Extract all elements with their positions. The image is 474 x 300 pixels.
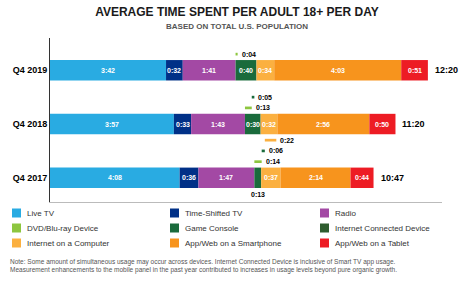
svg-text:1:41: 1:41 (202, 67, 216, 74)
svg-text:0:44: 0:44 (355, 174, 369, 181)
svg-text:0:32: 0:32 (262, 121, 276, 128)
svg-text:Note: Some amount of simultane: Note: Some amount of simultaneous usage … (10, 258, 397, 274)
svg-text:2:56: 2:56 (316, 121, 330, 128)
svg-text:0:05: 0:05 (258, 94, 272, 101)
svg-text:12:20: 12:20 (435, 65, 458, 75)
svg-text:Q4 2017: Q4 2017 (13, 173, 48, 183)
svg-text:10:47: 10:47 (381, 173, 404, 183)
svg-text:1:47: 1:47 (219, 174, 233, 181)
svg-text:0:33: 0:33 (176, 121, 190, 128)
svg-text:3:57: 3:57 (105, 121, 119, 128)
svg-text:Radio: Radio (335, 209, 356, 218)
svg-text:4:08: 4:08 (108, 174, 122, 181)
svg-text:11:20: 11:20 (402, 119, 425, 129)
svg-text:App/Web on a Tablet: App/Web on a Tablet (335, 239, 410, 248)
svg-text:0:40: 0:40 (239, 67, 253, 74)
svg-text:0:37: 0:37 (264, 174, 278, 181)
svg-text:BASED ON TOTAL U.S. POPULATION: BASED ON TOTAL U.S. POPULATION (166, 22, 308, 31)
svg-text:4:03: 4:03 (331, 67, 345, 74)
svg-text:Game Console: Game Console (185, 224, 239, 233)
svg-text:0:30: 0:30 (246, 121, 260, 128)
svg-text:0:06: 0:06 (269, 147, 283, 154)
svg-text:3:42: 3:42 (101, 67, 115, 74)
svg-text:0:50: 0:50 (375, 121, 389, 128)
svg-text:App/Web on a Smartphone: App/Web on a Smartphone (185, 239, 282, 248)
svg-text:Live TV: Live TV (27, 209, 55, 218)
svg-text:0:14: 0:14 (266, 158, 280, 165)
svg-text:0:13: 0:13 (256, 104, 270, 111)
svg-text:2:14: 2:14 (309, 174, 323, 181)
svg-text:Time-Shifted TV: Time-Shifted TV (185, 209, 243, 218)
svg-text:Internet on a Computer: Internet on a Computer (27, 239, 110, 248)
svg-text:Internet Connected Device: Internet Connected Device (335, 224, 430, 233)
svg-text:0:34: 0:34 (258, 67, 272, 74)
svg-text:AVERAGE TIME SPENT PER ADULT 1: AVERAGE TIME SPENT PER ADULT 18+ PER DAY (95, 5, 379, 19)
svg-text:Q4 2019: Q4 2019 (13, 65, 48, 75)
svg-text:0:22: 0:22 (280, 137, 294, 144)
svg-text:Q4 2018: Q4 2018 (13, 119, 48, 129)
svg-text:0:32: 0:32 (167, 67, 181, 74)
svg-text:1:43: 1:43 (211, 121, 225, 128)
svg-text:0:36: 0:36 (182, 174, 196, 181)
svg-text:0:51: 0:51 (408, 67, 422, 74)
svg-text:0:04: 0:04 (242, 51, 256, 58)
svg-text:0:13: 0:13 (251, 191, 265, 198)
svg-text:DVD/Blu-ray Device: DVD/Blu-ray Device (27, 224, 99, 233)
